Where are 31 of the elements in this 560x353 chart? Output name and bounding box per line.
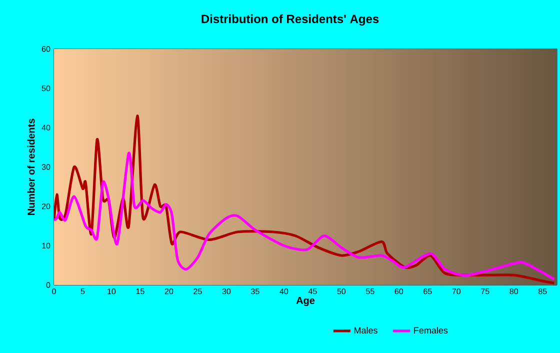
x-tick-label: 50 (337, 288, 346, 294)
x-tick-label: 75 (481, 288, 490, 294)
x-tick-label: 35 (251, 288, 260, 294)
x-tick-label: 25 (194, 288, 202, 294)
x-tick-label: 80 (510, 288, 518, 294)
y-tick-label: 30 (42, 164, 50, 170)
x-tick-label: 85 (538, 288, 547, 294)
y-tick-label: 0 (46, 282, 50, 288)
x-tick-label: 70 (452, 288, 461, 294)
x-tick-label: 55 (366, 288, 374, 294)
x-tick-label: 10 (108, 288, 116, 294)
x-tick-label: 60 (394, 288, 404, 294)
legend-label: Females (414, 326, 448, 334)
line-series (54, 152, 556, 280)
y-tick-label: 20 (42, 203, 50, 210)
x-tick-label: 30 (222, 288, 231, 294)
legend-label: Males (354, 326, 378, 334)
x-tick-label: 15 (136, 288, 144, 294)
y-tick-label: 10 (42, 242, 50, 248)
y-axis-title: Number of residents (27, 118, 35, 215)
x-tick-label: 0 (52, 288, 56, 294)
x-tick-label: 40 (280, 288, 288, 294)
y-tick-label: 50 (42, 86, 50, 92)
x-tick-label: 65 (424, 288, 432, 294)
x-tick-label: 45 (308, 288, 317, 294)
x-tick-label: 20 (164, 288, 174, 294)
y-tick-label: 60 (42, 46, 50, 52)
y-tick-label: 40 (42, 124, 50, 130)
x-axis-title: Age (296, 297, 315, 306)
chart-title: Distribution of Residents' Ages (202, 14, 379, 26)
x-tick-label: 5 (80, 288, 85, 294)
